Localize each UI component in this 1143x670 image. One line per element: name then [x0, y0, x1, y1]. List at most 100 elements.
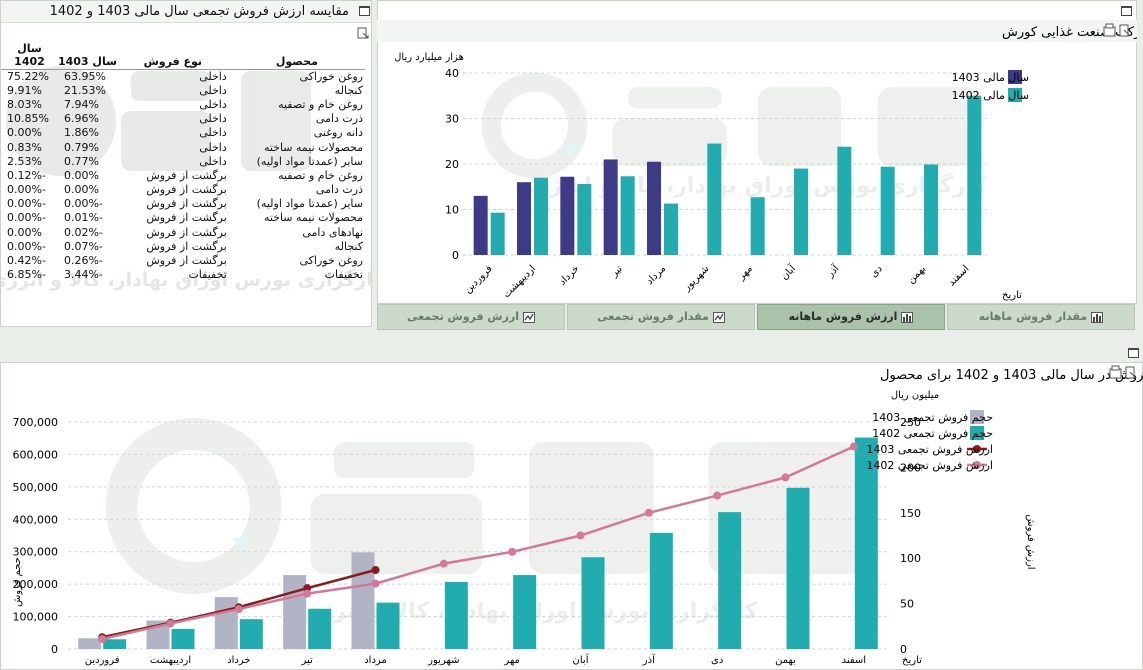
tab-2[interactable]: ارزش فروش ماهانه	[757, 304, 945, 330]
line-point[interactable]	[234, 605, 243, 614]
y2-tick-label: 250	[900, 416, 921, 429]
bar-1-0[interactable]	[103, 639, 127, 649]
print-icon[interactable]	[1109, 365, 1122, 379]
bar-1-3[interactable]	[620, 176, 635, 255]
export-icon[interactable]	[1119, 24, 1131, 37]
bar-1-7[interactable]	[794, 168, 808, 255]
x-tick-label: فروردین	[462, 263, 495, 296]
share-1402-cell: 0.00%	[7, 126, 42, 140]
line-point[interactable]	[781, 473, 790, 482]
maximize-icon[interactable]	[1128, 348, 1139, 358]
table-row[interactable]: ذرت دامی برگشت از فروش 0.00% -0.00%	[1, 183, 365, 197]
table-row[interactable]: روغن خام و تصفیه برگشت از فروش 0.00% -0.12%	[1, 168, 365, 182]
tab-1[interactable]: مقدار فروش تجمعی	[567, 304, 755, 330]
table-row[interactable]: کنجاله برگشت از فروش -0.07% -0.00%	[1, 239, 365, 253]
legend-swatch[interactable]	[970, 410, 984, 424]
table-row[interactable]: سایر (عمدتا مواد اولیه) داخلی 0.77% 2.53%	[1, 154, 365, 168]
bar-0-4[interactable]	[647, 161, 661, 255]
y-tick-label: 600,000	[13, 448, 59, 461]
maximize-icon[interactable]	[1121, 6, 1132, 16]
bar-0-0[interactable]	[473, 195, 488, 255]
bar-1-10[interactable]	[924, 164, 938, 255]
x-tick-label: خرداد	[227, 655, 250, 666]
bar-1-6[interactable]	[513, 575, 537, 649]
bar-1-5[interactable]	[707, 143, 722, 255]
line-point[interactable]	[713, 491, 722, 500]
bar-1-1[interactable]	[171, 628, 195, 649]
product-cell: روغن خوراکی	[299, 69, 363, 83]
product-cell: سایر (عمدتا مواد اولیه)	[256, 154, 363, 168]
table-row[interactable]: کنجاله داخلی 21.53% 9.91%	[1, 83, 365, 97]
bar-1-4[interactable]	[376, 602, 400, 649]
line-point[interactable]	[439, 559, 448, 568]
bar-1-2[interactable]	[239, 619, 263, 649]
bar-1-2[interactable]	[577, 184, 592, 255]
bar-0-3[interactable]	[603, 159, 618, 255]
bar-1-8[interactable]	[837, 146, 852, 255]
share-1402-cell: -0.00%	[7, 197, 46, 211]
bar-0-3[interactable]	[283, 575, 307, 649]
bar-0-2[interactable]	[214, 597, 238, 649]
line-point[interactable]	[371, 579, 380, 588]
line-point[interactable]	[849, 442, 858, 451]
col-product[interactable]: محصول	[228, 41, 365, 70]
line-point[interactable]	[303, 589, 312, 598]
x-tick-label: تیر	[608, 263, 625, 280]
chart-title-bar	[377, 20, 1137, 42]
bar-1-3[interactable]	[308, 608, 332, 649]
export-icon[interactable]	[1125, 366, 1137, 379]
col-1402[interactable]: سال 1402	[1, 41, 58, 70]
bar-1-6[interactable]	[750, 197, 765, 255]
table-row[interactable]: محصولات نیمه ساخته داخلی 0.79% 0.83%	[1, 140, 365, 154]
table-row[interactable]: روغن خوراکی داخلی 63.95% 75.22%	[1, 69, 365, 83]
col-sale-type[interactable]: نوع فروش	[116, 41, 229, 70]
sale-type-cell: برگشت از فروش	[146, 168, 227, 182]
bar-1-11[interactable]	[967, 95, 982, 255]
line-point[interactable]	[98, 635, 107, 644]
bar-1-9[interactable]	[880, 166, 895, 255]
table-row[interactable]: سایر (عمدتا مواد اولیه) برگشت از فروش -0.0…	[1, 197, 365, 211]
bar-1-10[interactable]	[786, 487, 810, 649]
table-row[interactable]: تخفیفات تخفیفات -3.44% -6.85%	[1, 268, 365, 282]
bar-1-5[interactable]	[444, 581, 468, 649]
bar-1-9[interactable]	[718, 512, 742, 649]
chart-tabs: ارزش فروش تجمعی مقدار فروش تجمعی ارزش فروش…	[377, 304, 1137, 330]
share-1402-cell: 75.22%	[7, 69, 49, 83]
bar-1-4[interactable]	[664, 203, 678, 255]
bar-0-0[interactable]	[78, 638, 102, 649]
line-point[interactable]	[576, 531, 585, 540]
bar-1-1[interactable]	[534, 177, 548, 255]
bar-1-7[interactable]	[581, 557, 605, 649]
legend-swatch[interactable]	[1008, 88, 1022, 102]
legend-swatch[interactable]	[970, 426, 984, 440]
share-1402-cell: 0.00%	[7, 225, 42, 239]
col-1403[interactable]: سال 1403	[57, 41, 117, 70]
bar-0-4[interactable]	[351, 552, 375, 649]
share-1402-cell: 9.91%	[7, 83, 42, 97]
x-tick-label: دی	[868, 263, 884, 279]
export-icon[interactable]	[357, 27, 369, 39]
line-series-1[interactable]	[101, 445, 855, 641]
table-row[interactable]: روغن خام و تصفیه داخلی 7.94% 8.03%	[1, 97, 365, 111]
tab-3[interactable]: مقدار فروش ماهانه	[947, 304, 1135, 330]
bar-1-0[interactable]	[490, 212, 505, 255]
line-point[interactable]	[644, 508, 653, 517]
bar-1-11[interactable]	[854, 437, 878, 649]
legend-marker	[973, 461, 981, 469]
maximize-icon[interactable]	[359, 6, 370, 16]
bar-0-1[interactable]	[517, 182, 531, 255]
line-point[interactable]	[508, 547, 517, 556]
table-row[interactable]: روغن خوراکی برگشت از فروش -0.26% -0.42%	[1, 253, 365, 267]
print-icon[interactable]	[1103, 23, 1116, 37]
table-row[interactable]: دانه روغنی داخلی 1.86% 0.00%	[1, 126, 365, 140]
tab-0[interactable]: ارزش فروش تجمعی	[377, 304, 565, 330]
line-point[interactable]	[371, 566, 380, 575]
bar-1-8[interactable]	[649, 532, 673, 649]
bar-0-2[interactable]	[560, 176, 575, 255]
line-point[interactable]	[166, 619, 175, 628]
legend-swatch[interactable]	[1008, 70, 1022, 84]
table-row[interactable]: نهادهای دامی برگشت از فروش -0.02% 0.00%	[1, 225, 365, 239]
table-row[interactable]: محصولات نیمه ساخته برگشت از فروش -0.01% -0.…	[1, 211, 365, 225]
table-row[interactable]: ذرت دامی داخلی 6.96% 10.85%	[1, 112, 365, 126]
x-tick-label: مرداد	[644, 263, 668, 287]
